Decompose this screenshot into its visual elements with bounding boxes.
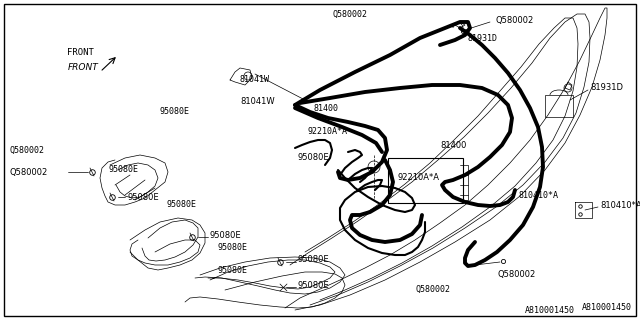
Text: 92210A*A: 92210A*A — [398, 173, 440, 182]
Text: 810410*A: 810410*A — [518, 191, 559, 200]
Bar — [388, 158, 463, 203]
Text: Q580002: Q580002 — [10, 167, 48, 177]
Text: 81931D: 81931D — [467, 34, 497, 43]
Text: 81041W: 81041W — [240, 98, 275, 107]
Text: FRONT: FRONT — [68, 63, 99, 73]
Text: 95080E: 95080E — [128, 193, 159, 202]
Text: Q580002: Q580002 — [416, 285, 451, 294]
Text: 95080E: 95080E — [298, 154, 330, 163]
Text: 95080E: 95080E — [218, 266, 248, 275]
Text: Q580002: Q580002 — [333, 10, 368, 19]
Bar — [545, 95, 573, 117]
Text: Q580002: Q580002 — [495, 15, 533, 25]
Text: 95080E: 95080E — [218, 244, 248, 252]
Text: 95080E: 95080E — [298, 255, 330, 265]
Text: 95080E: 95080E — [210, 230, 242, 239]
Text: FRONT: FRONT — [67, 48, 94, 57]
Text: A810001450: A810001450 — [525, 306, 575, 315]
Text: 92210A*A: 92210A*A — [307, 127, 347, 136]
Text: 95080E: 95080E — [298, 281, 330, 290]
Text: Q580002: Q580002 — [498, 270, 536, 279]
Text: 81400: 81400 — [314, 104, 339, 113]
Text: 95080E: 95080E — [160, 108, 190, 116]
Text: 81931D: 81931D — [590, 84, 623, 92]
Text: 95080E: 95080E — [166, 200, 196, 209]
Text: 81400: 81400 — [440, 140, 467, 149]
Text: 95080E: 95080E — [109, 165, 139, 174]
Text: A810001450: A810001450 — [582, 303, 632, 312]
Text: Q580002: Q580002 — [10, 146, 45, 155]
Text: 810410*A: 810410*A — [600, 201, 640, 210]
Text: 81041W: 81041W — [240, 76, 270, 84]
